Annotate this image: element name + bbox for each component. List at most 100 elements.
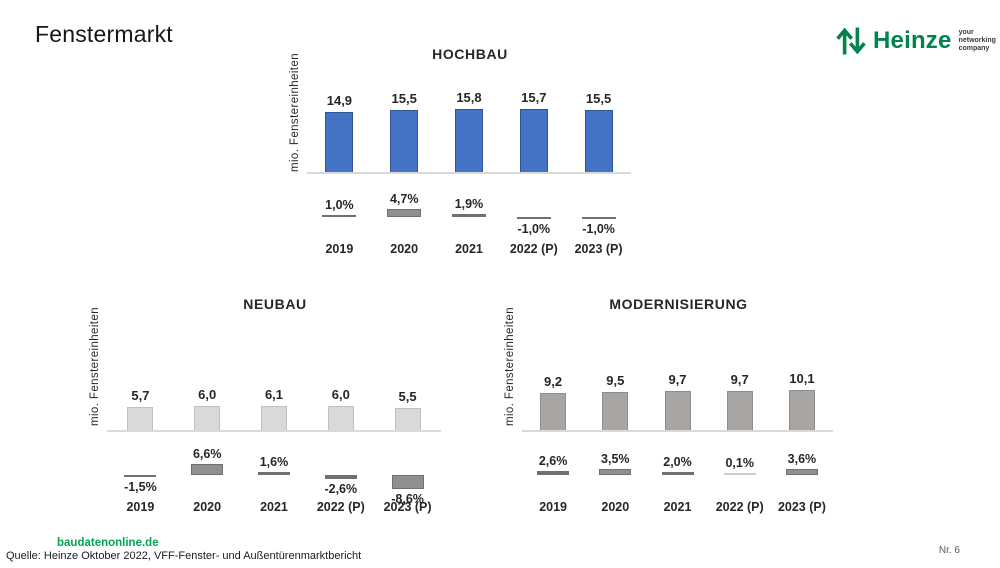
bar — [584, 110, 613, 172]
bar-value-label: 6,0 — [198, 387, 217, 402]
pct-column: 1,9% — [437, 179, 502, 241]
pct-column: -8,6% — [374, 437, 441, 506]
pct-column: 6,6% — [174, 437, 241, 499]
bar-value-label: 15,5 — [391, 91, 417, 106]
chart-body: mio. Fenstereinheiten 5,7 6,0 6,1 6,0 5,5 -1,5… — [83, 308, 441, 514]
pct-change-row: 2,6% 3,5% 2,0% 0,1% 3,6% — [522, 437, 833, 499]
chart-title: NEUBAU — [243, 296, 307, 312]
pct-bar — [324, 475, 357, 479]
chart-column: 5,7 — [107, 318, 174, 430]
bar-value-label: 5,5 — [398, 389, 417, 404]
pct-column: 1,0% — [307, 179, 372, 241]
pct-column: 4,7% — [372, 179, 437, 241]
bar — [194, 406, 221, 430]
pct-bar — [387, 209, 422, 217]
pct-value-label: 1,6% — [259, 455, 289, 469]
year-label: 2020 — [601, 500, 630, 514]
chart-grid: 5,7 6,0 6,1 6,0 5,5 -1,5% 6,6% 1,6% -2,6% -8,6% 20… — [107, 318, 441, 514]
year-label: 2021 — [663, 500, 692, 514]
plot-area: 9,2 9,5 9,7 9,7 10,1 — [522, 318, 833, 432]
pct-value-label: 3,6% — [787, 452, 817, 466]
pct-bar — [191, 464, 224, 475]
pct-column: 1,6% — [241, 437, 308, 499]
chart-column: 6,0 — [174, 318, 241, 430]
pct-change-row: -1,5% 6,6% 1,6% -2,6% -8,6% — [107, 437, 441, 506]
pct-value-label: -1,5% — [124, 480, 157, 494]
bar-value-label: 6,0 — [331, 387, 350, 402]
pct-column: 2,0% — [646, 437, 708, 499]
y-axis-label: mio. Fenstereinheiten — [289, 53, 301, 173]
pct-bar — [599, 469, 632, 475]
pct-value-label: 2,6% — [538, 454, 568, 468]
chart-column: 6,0 — [307, 318, 374, 430]
pct-value-label: 2,0% — [663, 455, 692, 469]
year-label: 2021 — [260, 500, 288, 514]
pct-bar — [516, 217, 551, 219]
pct-bar — [723, 473, 756, 475]
bar-value-label: 15,8 — [456, 90, 482, 105]
year-label: 2023 (P) — [777, 500, 826, 514]
chart-grid: 9,2 9,5 9,7 9,7 10,1 2,6% 3,5% 2,0% 0,1% 3,6% 2019… — [522, 318, 833, 514]
bar-value-label: 5,7 — [131, 388, 150, 403]
chart-column: 9,7 — [709, 318, 771, 430]
pct-bar — [785, 469, 818, 475]
bar-value-label: 9,7 — [668, 372, 687, 387]
year-axis: 2019 2020 2021 2022 (P) 2023 (P) — [307, 242, 631, 256]
pct-bar — [581, 217, 616, 219]
pct-bar — [257, 472, 290, 475]
pct-value-label: -1,0% — [517, 222, 551, 236]
plot-area: 5,7 6,0 6,1 6,0 5,5 — [107, 318, 441, 432]
chart-title: MODERNISIERUNG — [609, 296, 748, 312]
bar — [540, 393, 567, 430]
pct-value-label: 4,7% — [389, 192, 419, 206]
bar — [127, 407, 154, 430]
logo-tagline-line: company — [958, 45, 990, 52]
heinze-logo: Heinze your networking company — [834, 24, 996, 58]
pct-value-label: 1,9% — [454, 197, 484, 211]
pct-column: 3,5% — [584, 437, 646, 499]
year-label: 2022 (P) — [316, 500, 365, 514]
pct-column: 0,1% — [709, 437, 771, 499]
bar — [454, 109, 483, 172]
chart-column: 6,1 — [241, 318, 308, 430]
baudatenonline-link[interactable]: baudatenonline.de — [57, 537, 159, 549]
page-title: Fenstermarkt — [35, 21, 173, 48]
logo-wordmark: Heinze — [873, 27, 952, 54]
page-number: Nr. 6 — [938, 545, 960, 556]
bar — [327, 406, 354, 430]
pct-column: 2,6% — [522, 437, 584, 499]
year-label: 2020 — [193, 500, 222, 514]
pct-change-row: 1,0% 4,7% 1,9% -1,0% -1,0% — [307, 179, 631, 241]
year-label: 2022 (P) — [715, 500, 764, 514]
pct-value-label: -8,6% — [391, 492, 424, 506]
pct-column: -1,0% — [566, 179, 631, 241]
bar — [390, 110, 419, 172]
y-axis-label: mio. Fenstereinheiten — [504, 307, 516, 427]
logo-tagline: your networking company — [959, 29, 996, 53]
bar-value-label: 9,5 — [606, 373, 625, 388]
bar-value-label: 9,7 — [730, 372, 749, 387]
heinze-arrows-icon — [836, 27, 866, 55]
chart-column: 15,5 — [566, 68, 631, 172]
pct-bar — [124, 475, 157, 477]
pct-column: -2,6% — [307, 437, 374, 499]
bar-value-label: 15,7 — [521, 90, 547, 105]
chart-column: 15,8 — [437, 68, 502, 172]
year-axis: 2019 2020 2021 2022 (P) 2023 (P) — [107, 500, 441, 514]
chart-column: 15,7 — [501, 68, 566, 172]
chart-column: 9,2 — [522, 318, 584, 430]
bar — [394, 408, 421, 430]
bar — [726, 391, 753, 430]
chart-body: mio. Fenstereinheiten 14,9 15,5 15,8 15,7 15,… — [283, 54, 631, 256]
bar-value-label: 6,1 — [264, 387, 284, 402]
chart-body: mio. Fenstereinheiten 9,2 9,5 9,7 9,7 10,1 2,6… — [498, 308, 833, 514]
chart-neubau: NEUBAU mio. Fenstereinheiten 5,7 6,0 6,1 6,0 5… — [83, 296, 441, 514]
year-label: 2019 — [539, 500, 567, 514]
chart-column: 15,5 — [372, 68, 437, 172]
chart-column: 14,9 — [307, 68, 372, 172]
chart-hochbau: HOCHBAU mio. Fenstereinheiten 14,9 15,5 15,8… — [283, 46, 631, 256]
logo-tagline-line: networking — [958, 37, 996, 44]
pct-bar — [391, 475, 424, 489]
bar — [602, 392, 629, 430]
